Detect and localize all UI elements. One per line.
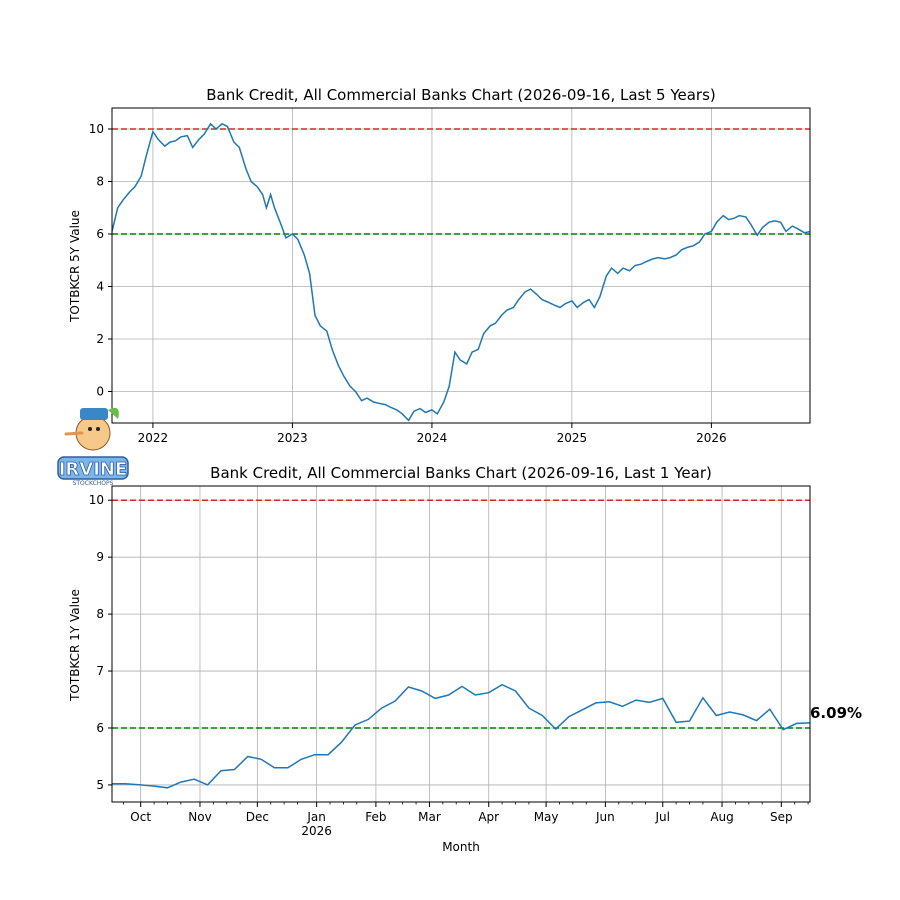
chart-1y-series [112,683,811,789]
logo: IRVINE STOCKCHOPS [57,407,129,487]
x-tick-label: 2022 [138,431,169,445]
x-tick-label: Apr [478,810,499,824]
chart-1y-frame [111,485,811,803]
last-value-label: 6.09% [810,704,862,722]
y-tick-label: 8 [96,175,104,189]
x-tick-label: May [534,810,559,824]
chart-5y-frame [111,107,811,424]
series-line [112,683,811,789]
x-tick-label: Mar [418,810,441,824]
logo-subtext: STOCKCHOPS [73,480,114,487]
chart-1y-ylabel: TOTBKCR 1Y Value [68,589,82,702]
chart-5y-ylabel: TOTBKCR 5Y Value [68,210,82,323]
chart-5y-series [111,122,811,422]
x-tick-label: 2023 [277,431,308,445]
mascot-hat-icon [80,408,108,420]
x-tick-label: 2026 [696,431,727,445]
x-tick-label: Oct [130,810,151,824]
x-tick-label: 2024 [417,431,448,445]
logo-banner [57,456,129,480]
y-tick-label: 8 [96,607,104,621]
series-line [111,122,811,422]
x-tick-label: Jan [306,810,326,824]
chart-5y-reference-lines [112,128,810,235]
x-tick-label: 2025 [557,431,588,445]
y-tick-label: 10 [89,493,104,507]
chart-1y-xlabel: Month [442,840,480,854]
x-tick-label: Aug [710,810,733,824]
x-tick-label: Nov [188,810,211,824]
chart-1y-grid [112,486,810,802]
y-tick-label: 7 [96,664,104,678]
y-tick-label: 9 [96,550,104,564]
y-tick-label: 2 [96,332,104,346]
x-tick-label: Feb [365,810,386,824]
chart-1y-reference-lines [112,499,810,729]
chart-1y-title: Bank Credit, All Commercial Banks Chart … [210,464,712,482]
y-tick-label: 0 [96,385,104,399]
mascot-nose-icon [64,431,84,436]
chart-5y: Bank Credit, All Commercial Banks Chart … [68,86,811,445]
y-tick-label: 10 [89,122,104,136]
y-tick-label: 6 [96,721,104,735]
logo-text: IRVINE [59,459,128,480]
x-tick-label: Jun [595,810,615,824]
x-tick-label: Sep [770,810,793,824]
x-tick-label: Dec [246,810,269,824]
y-tick-label: 5 [96,778,104,792]
feather-icon [108,407,119,419]
chart-5y-ticks: 0 2 4 6 8 10 2022 2023 2024 2025 2026 [89,122,727,445]
chart-5y-grid [112,108,810,423]
chart-1y: Bank Credit, All Commercial Banks Chart … [68,464,862,854]
x-tick-sublabel: 2026 [301,824,332,838]
chart-5y-title: Bank Credit, All Commercial Banks Chart … [206,86,716,104]
y-tick-label: 4 [96,280,104,294]
x-tick-label: Jul [655,810,670,824]
y-tick-label: 6 [96,227,104,241]
